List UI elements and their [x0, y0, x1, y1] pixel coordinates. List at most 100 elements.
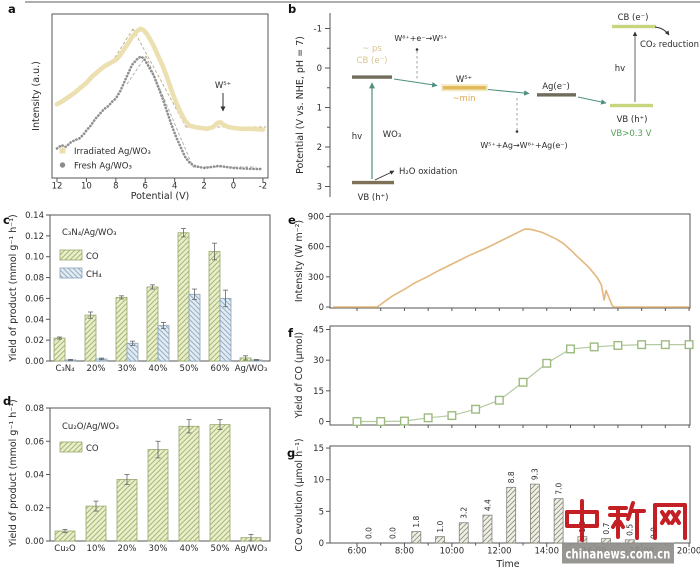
tick-label: 8:00	[395, 547, 414, 557]
energy-level-2	[443, 86, 486, 90]
tick-label: 0	[317, 64, 322, 74]
tick-label: 600	[308, 243, 324, 253]
marker-square-10	[589, 342, 599, 352]
marker-square-3	[423, 413, 433, 423]
label-co2-reduction: CO₂ reduction	[640, 40, 699, 50]
tick-label: 20:00	[677, 547, 700, 557]
tick-label: 30%	[149, 544, 168, 554]
watermark-site-text: chinanews.com.cn	[566, 547, 671, 563]
panel-d-ylabel: Yield of product (mmol g⁻¹ h⁻¹)	[8, 399, 19, 547]
legend-label-irradiated: Irradiated Ag/WO₃	[74, 147, 151, 157]
bar-c-CH₄-5	[219, 298, 232, 362]
axis-frame	[51, 13, 269, 179]
bar-value-label: 1.8	[412, 515, 421, 527]
marker-square-5	[471, 404, 481, 414]
tick-label: 3	[317, 183, 322, 193]
bar-value-label: 0.5	[626, 524, 635, 536]
legend-label-ch4: CH₄	[86, 270, 102, 280]
tick-label: 2	[201, 182, 206, 192]
bar-d-CO-5	[209, 424, 231, 542]
label-hv-right: hv	[615, 64, 625, 74]
tick-label: 60%	[211, 364, 230, 374]
label-ps: ~ ps	[362, 44, 382, 54]
tick-label: 4	[172, 182, 177, 192]
panel-f-ylabel: Yield of CO (μmol)	[294, 332, 305, 419]
legend-swatch-ch4	[59, 267, 83, 279]
energy-level-5	[612, 24, 656, 29]
marker-square-7	[518, 377, 528, 387]
tick-label: Ag/WO₃	[235, 364, 268, 374]
tick-label: 0.02	[25, 504, 44, 514]
bar-value-label: 0.0	[365, 527, 374, 539]
watermark-cn-logo	[565, 499, 687, 542]
tick-label: 900	[308, 212, 324, 222]
tick-label: 6	[143, 182, 148, 192]
label-vb-note: VB>0.3 V	[611, 129, 652, 139]
tick-label: -1	[314, 25, 322, 35]
label-cb-right: CB (e⁻)	[618, 13, 649, 23]
bar-value-label: 3.2	[460, 507, 469, 519]
tick-label: 0.04	[25, 315, 44, 325]
tick-label: 30%	[118, 364, 137, 374]
marker-square-9	[565, 344, 575, 354]
bar-value-label: 8.8	[507, 471, 516, 483]
line	[111, 28, 134, 63]
tick-label: 40%	[180, 544, 199, 554]
panel-d-letter: d	[3, 394, 11, 408]
panel-g-xlabel: Time	[495, 559, 519, 570]
tick-label: 10	[81, 182, 92, 192]
line	[487, 88, 530, 96]
axis-frame	[329, 213, 691, 309]
panel-a-xlabel: Potential (V)	[131, 191, 190, 202]
panel-b-letter: b	[288, 2, 296, 16]
tick-label: 10	[313, 476, 324, 486]
line	[577, 96, 607, 105]
bar-g-6	[506, 486, 517, 544]
tick-label: 15	[313, 444, 324, 454]
tick-label: 12	[52, 182, 63, 192]
tick-label: 0	[319, 539, 324, 549]
dot	[415, 48, 419, 51]
energy-level-1	[352, 180, 394, 185]
panel-f-letter: f	[288, 326, 294, 340]
tick-label: 0	[319, 303, 324, 313]
marker-square-13	[660, 340, 670, 350]
bar-c-CO-2	[115, 296, 128, 362]
bar-g-8	[553, 498, 564, 544]
panel-g-ylabel: CO evolution (μmol h⁻¹)	[294, 438, 305, 551]
label-reaction2: W⁵⁺+Ag→W⁶⁺+Ag(e⁻)	[480, 141, 567, 150]
label-vb-wo3: VB (h⁺)	[358, 193, 389, 203]
label-reaction1: W⁶⁺+e⁻→W⁵⁺	[394, 34, 447, 43]
bar-value-label: 0.7	[602, 522, 611, 534]
marker-square-12	[637, 340, 647, 350]
tick-label: 6:00	[347, 547, 366, 557]
watermark-glyph-xin	[608, 501, 646, 540]
sunlight-curve	[333, 228, 690, 308]
label-vb-right: VB (h⁺)	[617, 115, 648, 125]
bar-d-CO-2	[116, 479, 138, 542]
tick-label: C₃N₄	[55, 364, 75, 374]
marker-square-8	[542, 358, 552, 368]
tick-label: 8	[113, 182, 118, 192]
label-cb-wo3: CB (e⁻)	[357, 56, 388, 66]
panel-c-title: C₃N₄/Ag/WO₃	[62, 228, 117, 238]
label-h2o-oxidation: H₂O oxidation	[399, 167, 457, 177]
line	[374, 170, 395, 181]
legend-swatch-co	[59, 249, 83, 261]
marker-square-14	[684, 340, 694, 350]
legend-marker-irradiated	[59, 147, 66, 154]
energy-level-0	[352, 75, 392, 79]
marker-square-6	[494, 395, 504, 405]
panel-c-letter: c	[3, 213, 10, 227]
bar-value-label: 7.0	[554, 483, 563, 495]
bar-d-CO-4	[178, 425, 200, 542]
bar-c-CO-5	[208, 251, 221, 362]
tick-label: 0.08	[25, 404, 44, 414]
panel-e-ylabel: Intensity (W m⁻²)	[294, 220, 305, 302]
tick-label: 15	[313, 387, 324, 397]
bar-c-CH₄-3	[157, 325, 170, 362]
bar-g-5	[482, 514, 493, 544]
label-wo3: WO₃	[383, 130, 402, 140]
